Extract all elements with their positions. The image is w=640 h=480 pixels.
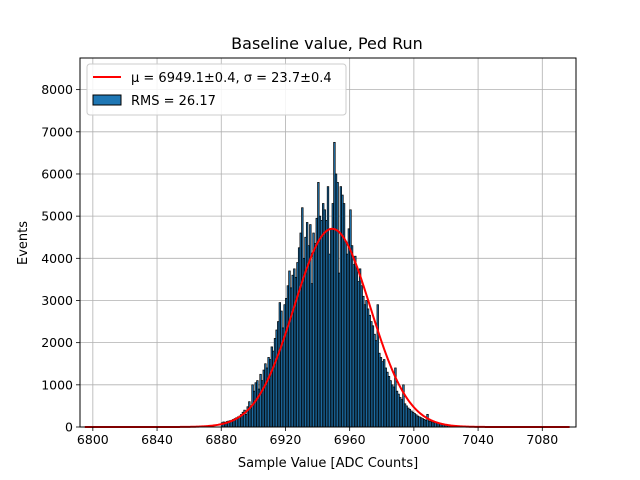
y-tick-label: 7000 <box>41 124 73 139</box>
legend-hist-swatch <box>92 94 122 106</box>
y-tick-label: 6000 <box>41 166 73 181</box>
legend-hist-label: RMS = 26.17 <box>131 94 216 109</box>
x-tick-label: 7000 <box>398 432 430 447</box>
y-tick-label: 0 <box>65 420 73 435</box>
legend-box <box>86 63 347 116</box>
y-tick-label: 4000 <box>41 251 73 266</box>
x-tick-label: 6960 <box>334 432 366 447</box>
x-tick-label: 6800 <box>77 432 109 447</box>
y-tick-label: 3000 <box>41 293 73 308</box>
x-tick-label: 7080 <box>526 432 558 447</box>
y-tick-label: 1000 <box>41 377 73 392</box>
x-tick-label: 7040 <box>462 432 494 447</box>
y-axis-label: Events <box>16 221 31 265</box>
y-tick-label: 5000 <box>41 209 73 224</box>
y-axis-ticks: 0 1000 2000 3000 4000 5000 6000 7000 8000 <box>41 82 80 435</box>
y-tick-label: 8000 <box>41 82 73 97</box>
x-axis-ticks: 6800 6840 6880 6920 6960 7000 7040 7080 <box>77 427 558 447</box>
legend-fit-label: μ = 6949.1±0.4, σ = 23.7±0.4 <box>131 71 332 86</box>
chart-title: Baseline value, Ped Run <box>231 34 423 53</box>
x-tick-label: 6840 <box>141 432 173 447</box>
x-tick-label: 6880 <box>205 432 237 447</box>
plot-frame <box>79 57 577 428</box>
y-tick-label: 2000 <box>41 335 73 350</box>
legend: μ = 6949.1±0.4, σ = 23.7±0.4 RMS = 26.17 <box>86 63 347 116</box>
histogram-bars <box>220 141 455 428</box>
x-axis-label: Sample Value [ADC Counts] <box>238 456 418 471</box>
x-tick-label: 6920 <box>270 432 302 447</box>
